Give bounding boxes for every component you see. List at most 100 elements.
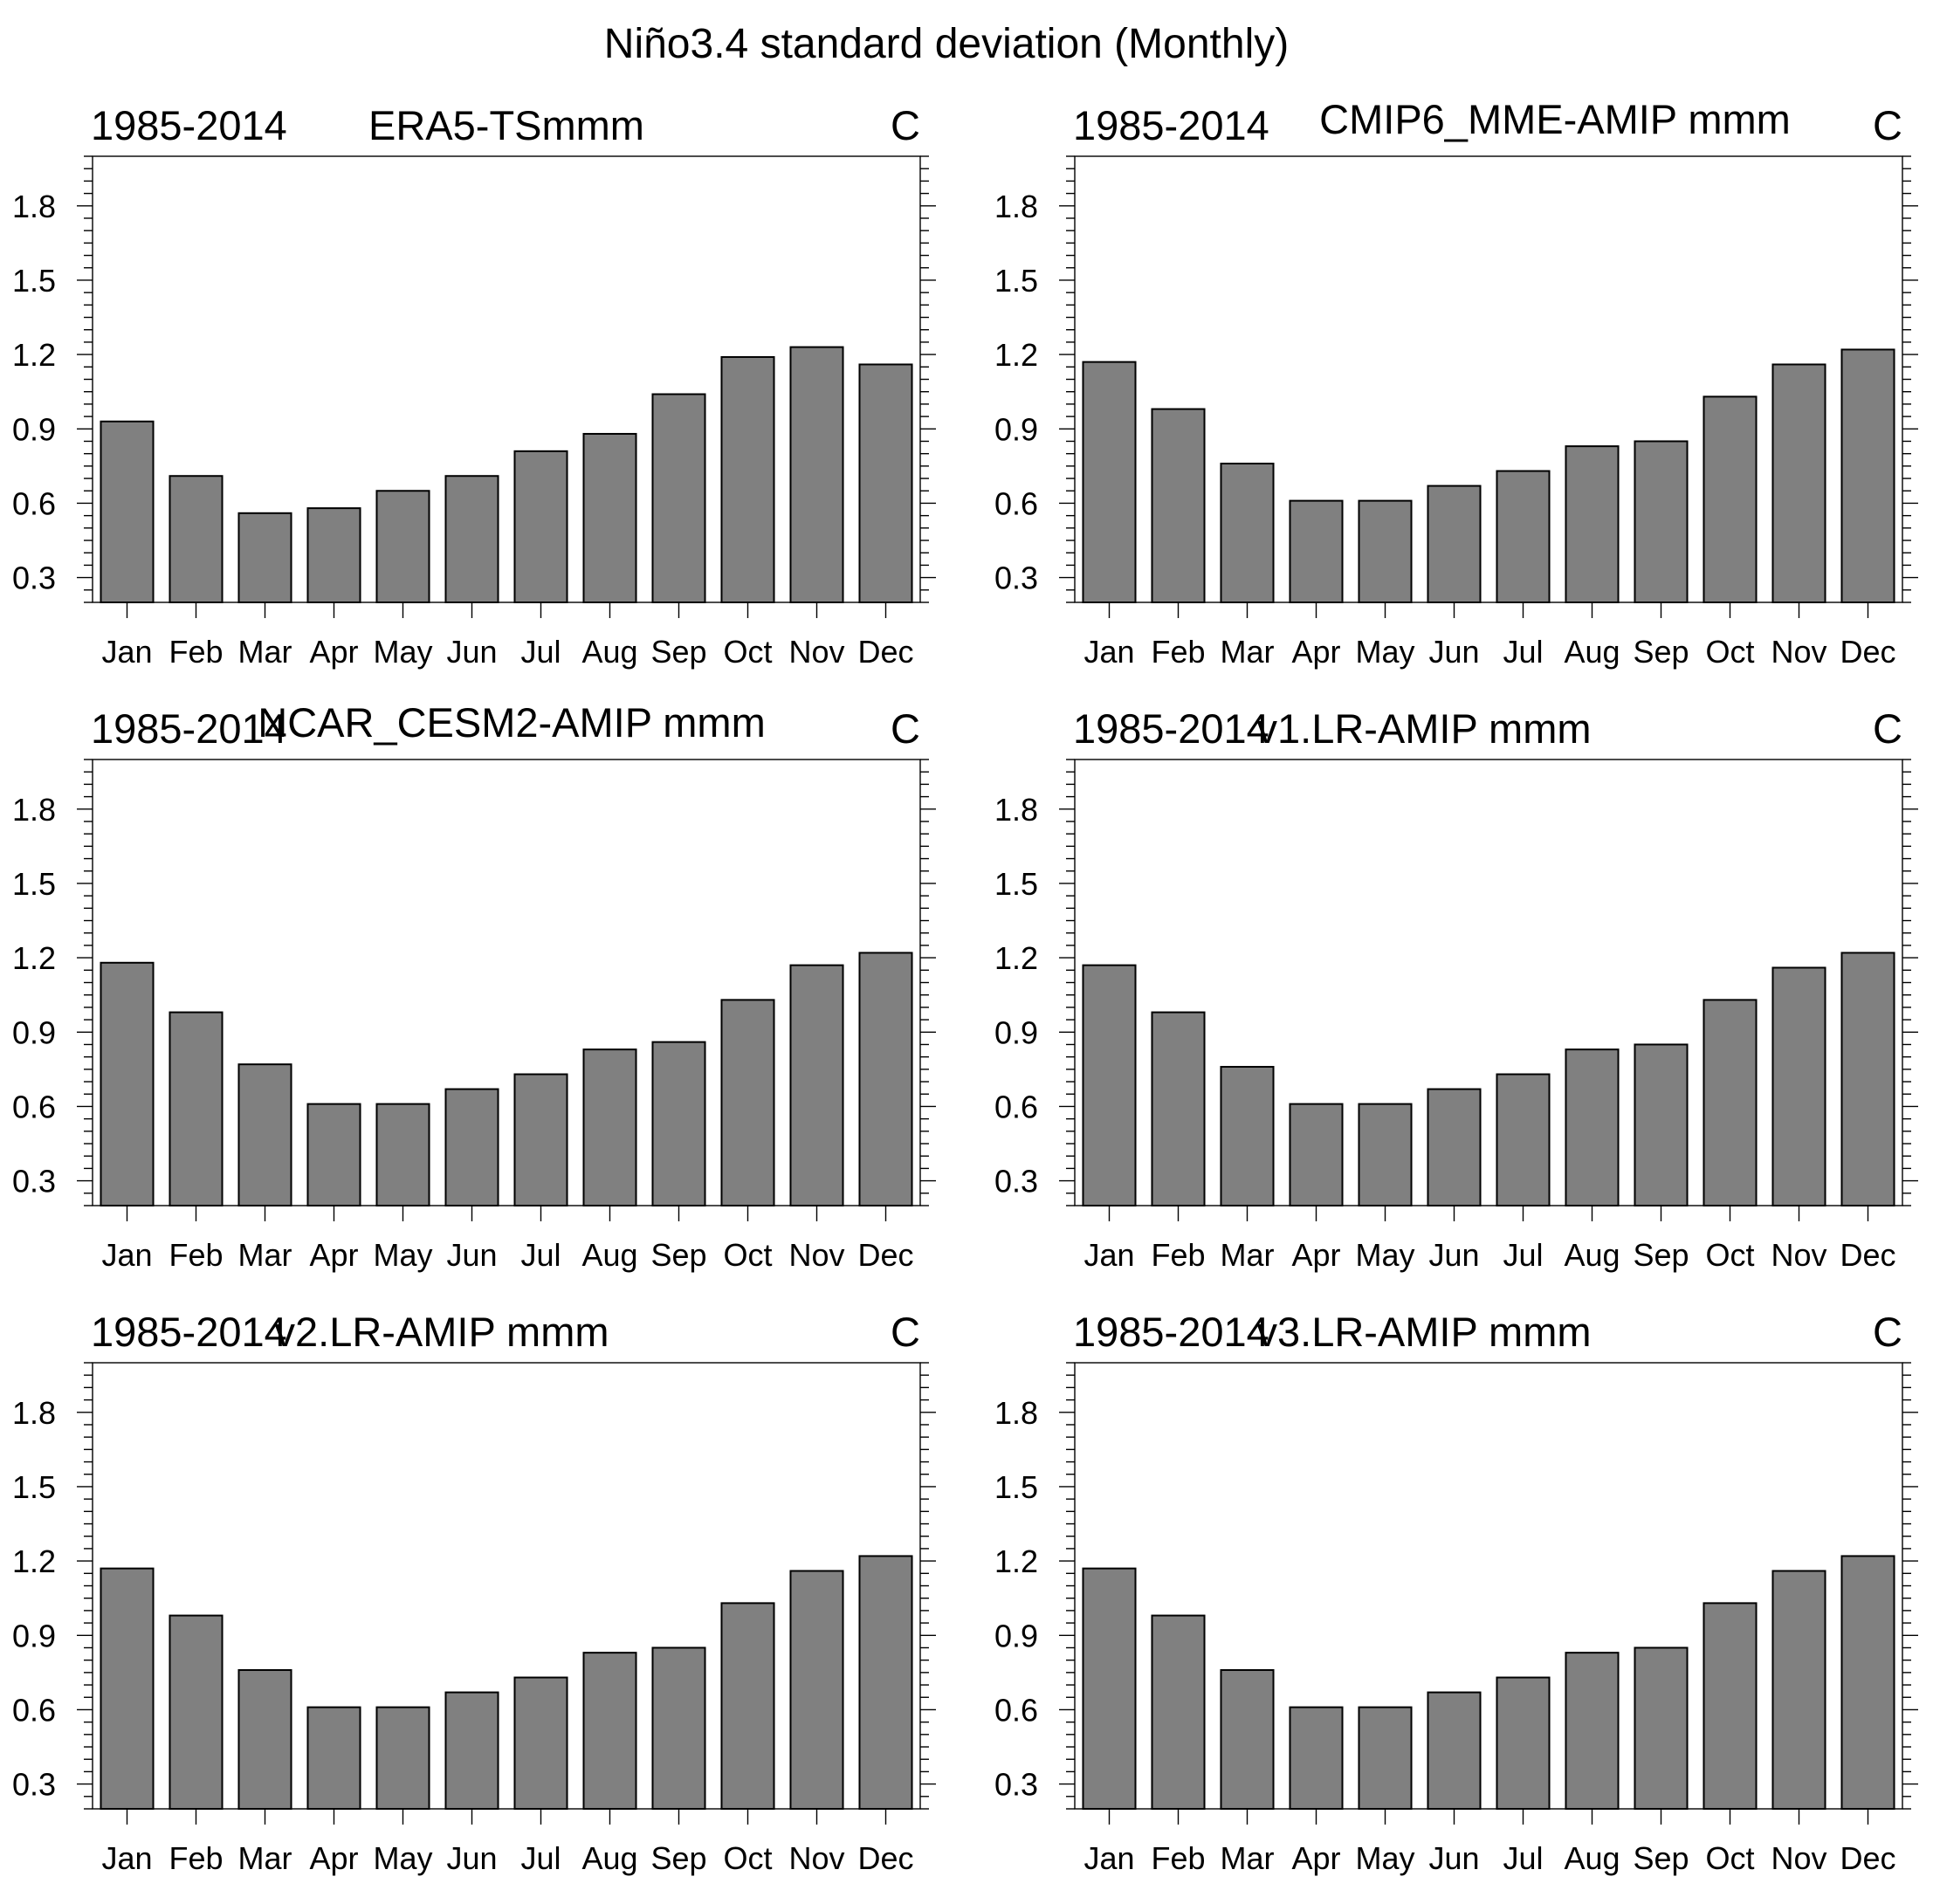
bar-aug [1565,445,1620,603]
x-tick-label: Oct [723,1840,772,1876]
bar-oct [720,999,775,1206]
y-tick-label: 0.3 [12,1164,56,1199]
bar-oct [1703,999,1758,1206]
x-tick-label: May [1355,1840,1414,1876]
y-tick-label: 1.8 [12,189,56,224]
bar-jun [444,1691,499,1810]
x-tick-label: Feb [1151,634,1205,670]
x-tick-label: Jul [520,1237,561,1273]
x-tick-label: May [373,1840,432,1876]
x-tick-label: May [373,634,432,670]
bar-apr [306,1103,361,1206]
y-tick-label: 0.3 [994,560,1038,596]
bar-feb [169,475,224,603]
panels-grid: 1985-2014 ERA5-TSmmm C 0.3 0.6 0.9 1.2 1.5 1.8 Ja… [12,96,1918,1876]
bar-oct [1703,395,1758,603]
chart-panel-2: 1985-2014 CMIP6_MME-AMIP mmm C 0.3 0.6 0.9 1.2… [994,96,1918,670]
y-tick-label: 0.6 [12,485,56,521]
x-tick-label: Sep [1633,1237,1689,1273]
x-tick-label: Apr [1291,1840,1340,1876]
x-tick-label: Aug [1564,1237,1620,1273]
y-tick-label: 1.5 [994,1469,1038,1505]
x-tick-label: Sep [1633,634,1689,670]
bar-sep [651,1646,706,1810]
bar-aug [582,1048,637,1207]
bar-apr [306,1706,361,1810]
bar-dec [1840,952,1895,1207]
y-tick-label: 0.6 [12,1089,56,1124]
y-tick-label: 0.6 [994,485,1038,521]
y-tick-label: 1.5 [12,1469,56,1505]
bar-dec [858,363,913,603]
bar-mar [1220,463,1275,604]
x-tick-label: Mar [238,1840,292,1876]
x-tick-label: Aug [581,1840,637,1876]
bar-oct [720,355,775,603]
bar-aug [582,1652,637,1811]
bar-aug [1565,1652,1620,1811]
bar-dec [858,952,913,1207]
x-tick-label: Apr [309,1840,358,1876]
y-tick-label: 1.8 [994,189,1038,224]
panel-title: v2.LR-AMIP mmm [275,1309,609,1355]
panel-period: 1985-2014 [91,1309,287,1355]
bar-apr [1289,499,1344,603]
bar-nov [789,1570,844,1810]
bar-sep [1634,1043,1689,1206]
x-tick-label: Jun [1428,1237,1479,1273]
x-tick-label: Oct [723,1237,772,1273]
x-tick-label: Nov [1771,1237,1826,1273]
bar-jun [444,475,499,603]
panel-units: C [1873,705,1902,752]
x-tick-label: Apr [309,634,358,670]
bar-aug [1565,1048,1620,1207]
bar-mar [237,1063,292,1207]
bar-jul [1496,1676,1551,1811]
x-tick-label: Dec [1840,1840,1895,1876]
bar-nov [1771,363,1826,603]
x-tick-label: Oct [723,634,772,670]
x-tick-label: Apr [1291,634,1340,670]
bar-jan [100,1567,155,1810]
y-tick-label: 0.9 [12,1618,56,1653]
x-tick-label: Nov [788,634,844,670]
figure-title: Niño3.4 standard deviation (Monthly) [604,21,1289,67]
y-tick-label: 0.9 [994,1014,1038,1050]
bar-mar [237,1669,292,1811]
x-tick-label: Feb [1151,1840,1205,1876]
x-tick-label: Jan [1083,1840,1134,1876]
y-tick-label: 0.6 [12,1692,56,1728]
bar-jul [513,1073,568,1207]
bar-nov [789,346,844,603]
x-tick-label: Oct [1705,634,1754,670]
bar-mar [237,512,292,603]
x-tick-label: Aug [581,1237,637,1273]
bar-sep [1634,1646,1689,1810]
bar-oct [720,1602,775,1810]
x-tick-label: Jan [101,634,152,670]
x-tick-label: Dec [857,1840,913,1876]
y-tick-label: 1.8 [994,792,1038,828]
panel-title: NCAR_CESM2-AMIP mmm [258,699,765,746]
bar-mar [1220,1066,1275,1207]
x-tick-label: Mar [238,634,292,670]
bar-apr [1289,1103,1344,1206]
panel-period: 1985-2014 [1073,102,1269,148]
y-tick-label: 1.5 [12,263,56,299]
panel-period: 1985-2014 [1073,705,1269,752]
bar-feb [1151,1614,1206,1810]
bar-nov [1771,1570,1826,1810]
bar-feb [1151,408,1206,603]
x-tick-label: Nov [1771,634,1826,670]
chart-panel-1: 1985-2014 ERA5-TSmmm C 0.3 0.6 0.9 1.2 1.5 1.8 Ja… [12,102,936,670]
x-tick-label: Mar [238,1237,292,1273]
x-tick-label: Sep [650,634,706,670]
y-tick-label: 1.2 [12,1543,56,1579]
x-tick-label: Jun [1428,1840,1479,1876]
x-tick-label: Sep [1633,1840,1689,1876]
x-tick-label: May [1355,1237,1414,1273]
x-tick-label: Sep [650,1840,706,1876]
y-tick-label: 1.8 [12,1395,56,1431]
panel-title: CMIP6_MME-AMIP mmm [1319,96,1791,142]
